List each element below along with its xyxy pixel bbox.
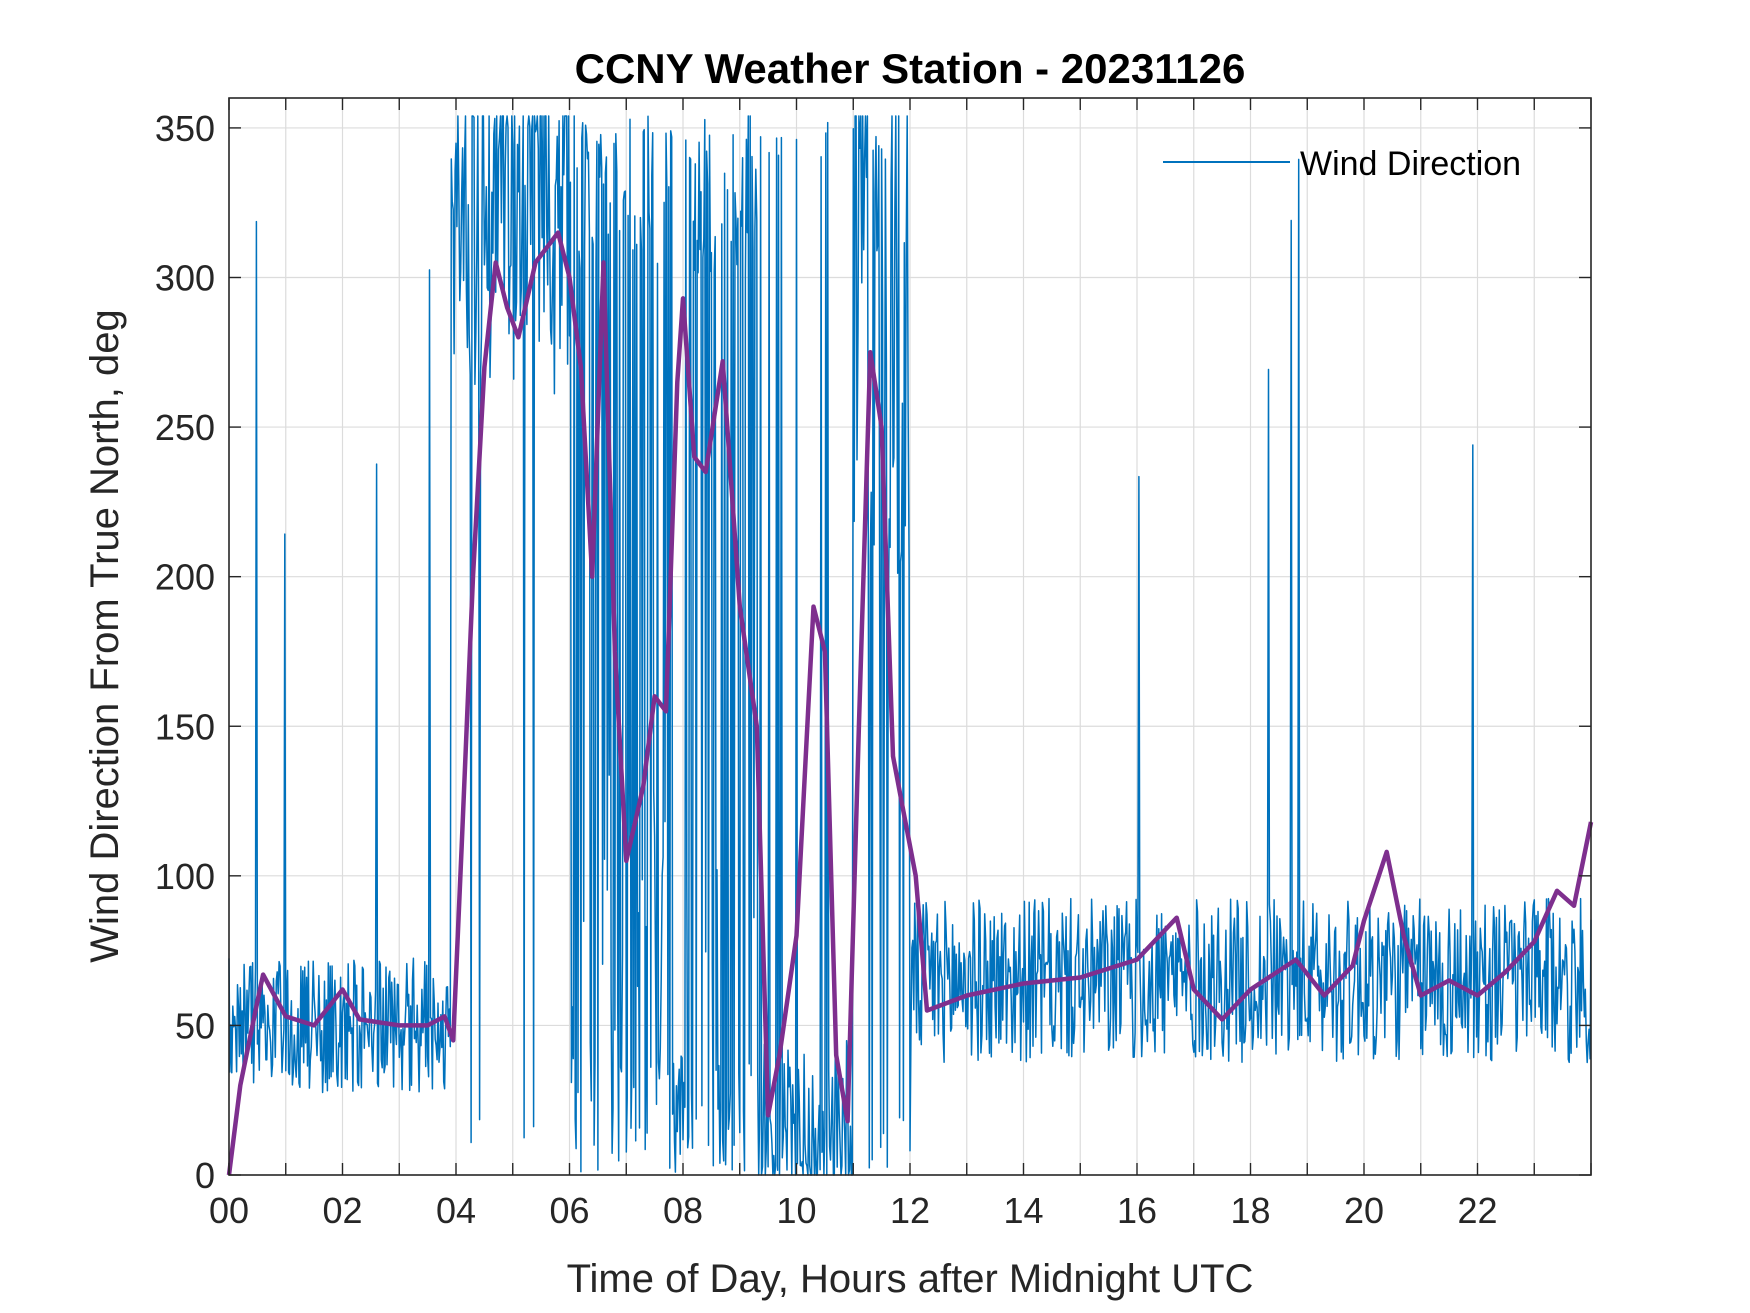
y-tick-label: 200 (155, 557, 215, 598)
y-tick-label: 100 (155, 856, 215, 897)
x-tick-label: 08 (663, 1190, 703, 1231)
x-tick-label: 02 (322, 1190, 362, 1231)
x-tick-label: 10 (776, 1190, 816, 1231)
x-tick-label: 14 (1003, 1190, 1043, 1231)
x-tick-label: 22 (1457, 1190, 1497, 1231)
legend-label-wind-direction: Wind Direction (1300, 145, 1521, 183)
wind-direction-line (228, 115, 1592, 1176)
x-tick-label: 20 (1344, 1190, 1384, 1231)
x-tick-label: 06 (549, 1190, 589, 1231)
y-tick-label: 50 (175, 1005, 215, 1046)
x-tick-label: 12 (890, 1190, 930, 1231)
x-tick-label: 16 (1117, 1190, 1157, 1231)
chart-title: CCNY Weather Station - 20231126 (575, 45, 1246, 92)
legend: Wind Direction (1163, 145, 1521, 183)
y-tick-label: 250 (155, 407, 215, 448)
x-tick-label: 04 (436, 1190, 476, 1231)
tick-marks (228, 98, 1592, 1176)
tick-labels: 00 02 04 06 08 10 12 14 16 18 20 22 0 50 100 150 200 250 3… (155, 108, 1498, 1231)
y-axis-label: Wind Direction From True North, deg (83, 309, 127, 963)
y-tick-label: 300 (155, 258, 215, 299)
x-tick-label: 18 (1230, 1190, 1270, 1231)
y-tick-label: 0 (195, 1155, 215, 1196)
smoothed-direction-line (226, 230, 1594, 1176)
x-tick-label: 00 (209, 1190, 249, 1231)
x-axis-label: Time of Day, Hours after Midnight UTC (567, 1257, 1254, 1301)
series-layer (226, 115, 1594, 1176)
y-tick-label: 350 (155, 108, 215, 149)
y-tick-label: 150 (155, 706, 215, 747)
